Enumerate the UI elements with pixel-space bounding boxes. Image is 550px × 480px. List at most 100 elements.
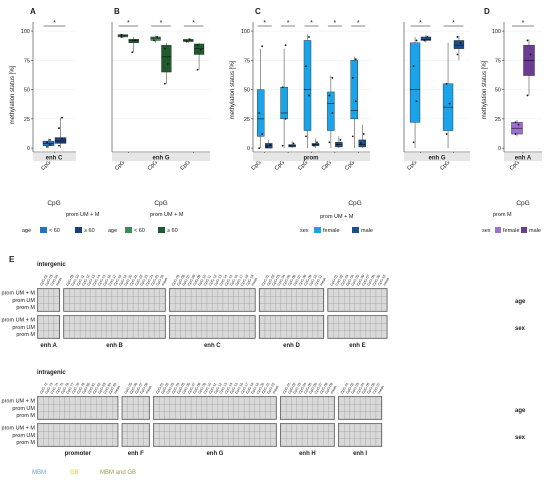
heatmap-cell: [280, 404, 287, 412]
heatmap-cell: [196, 438, 202, 447]
heatmap-cell: [69, 404, 76, 412]
panel-b-xlabel: CpG: [154, 200, 167, 207]
heatmap-cell: [132, 404, 139, 412]
heatmap-cell: [190, 330, 197, 339]
legend-a-label: age: [22, 228, 31, 234]
heatmap-cell: [238, 296, 245, 304]
heatmap-cell: [365, 323, 371, 331]
heatmap-cell: [106, 404, 113, 412]
legend-b-name: < 60: [134, 228, 145, 234]
heatmap-cell: [59, 438, 65, 447]
heatmap-cell: [74, 438, 81, 447]
heatmap-cell: [301, 303, 308, 312]
heatmap-cell: [37, 303, 44, 312]
data-point: [266, 146, 269, 148]
heatmap-cell: [243, 303, 250, 312]
heatmap-cell: [96, 438, 102, 447]
heatmap-cell: [375, 296, 382, 304]
heatmap-cell: [270, 323, 276, 331]
heatmap-col-label: CpG 11: [203, 274, 212, 286]
heatmap-cell: [381, 288, 387, 297]
heatmap-cell: [132, 315, 139, 324]
heatmap-cell: [64, 438, 70, 447]
heatmap-cell: [286, 315, 292, 324]
row-label: prom UM: [12, 325, 35, 331]
heatmap-cell: [375, 288, 382, 297]
heatmap-cell: [74, 431, 81, 439]
heatmap-cell: [349, 431, 355, 439]
heatmap-col-label: CpG 18: [240, 274, 250, 286]
intragenic-label: intragenic: [37, 370, 66, 376]
panel-a-letter: A: [30, 7, 36, 16]
heatmap-cell: [201, 396, 208, 405]
heatmap-cell: [127, 431, 134, 439]
panel-b-region: enh G: [152, 156, 169, 162]
heatmap-cell: [127, 423, 134, 432]
heatmap-cell: [37, 296, 44, 304]
heatmap-cell: [175, 303, 181, 312]
heatmap-cell: [159, 431, 165, 439]
heatmap-col-label: CpG 73: [44, 382, 54, 394]
heatmap-cell: [90, 411, 97, 420]
heatmap-frame: [258, 288, 325, 312]
heatmap-cell: [317, 330, 324, 339]
heatmap-cell: [148, 303, 155, 312]
heatmap-cell: [291, 288, 297, 297]
heatmap-col-label: CpG 14: [92, 274, 102, 286]
heatmap-cell: [217, 438, 224, 447]
heatmap-cell: [37, 288, 44, 297]
legend-b-swatch: [158, 227, 165, 233]
heatmap-cell: [180, 296, 186, 304]
panel-c-letter: C: [255, 7, 261, 16]
region-label: promoter: [65, 451, 92, 457]
heat-legend-label: MBM and GB: [100, 470, 136, 476]
heatmap-cell: [249, 315, 255, 324]
heatmap-cell: [307, 303, 313, 312]
heatmap-cell: [354, 303, 361, 312]
heatmap-cell: [101, 438, 108, 447]
heatmap-cell: [301, 296, 308, 304]
heatmap-cell: [190, 404, 197, 412]
data-point: [305, 65, 307, 68]
row-label: prom M: [16, 332, 35, 338]
heatmap-cell: [159, 396, 165, 405]
heatmap-cell: [53, 315, 60, 324]
legend-c-swatch: [314, 227, 321, 233]
heatmap-frame: [327, 315, 388, 339]
heatmap-col-label: CpG 18: [113, 274, 123, 286]
box-female: [409, 42, 421, 123]
heatmap-cell: [185, 396, 192, 405]
heatmap-cell: [196, 411, 202, 420]
data-point: [445, 133, 448, 135]
heatmap-cell: [74, 303, 81, 312]
heatmap-cell: [312, 288, 319, 297]
heatmap-cell: [159, 303, 166, 312]
data-point: [412, 141, 415, 144]
heatmap-cell: [270, 411, 277, 420]
heatmap-cell: [375, 438, 382, 447]
heatmap-cell: [101, 323, 107, 331]
heatmap-cell: [365, 396, 371, 405]
heatmap-col-label: CpG 06: [176, 274, 186, 286]
heatmap-cell: [201, 330, 208, 339]
heatmap-cell: [206, 423, 213, 432]
heatmap-cell: [317, 315, 324, 324]
data-point: [164, 82, 166, 85]
heatmap-col-label: CpG 06: [287, 274, 297, 286]
heatmap-cell: [312, 396, 319, 405]
heatmap-cell: [43, 396, 49, 405]
heatmap-cell: [196, 288, 202, 297]
heatmap-col-label: CpG 02: [266, 274, 276, 286]
heatmap-cell: [37, 323, 44, 331]
heatmap-cell: [228, 411, 234, 420]
heatmap-cell: [180, 438, 186, 447]
heatmap-cell: [69, 423, 76, 432]
heatmap-frame: [37, 288, 61, 312]
heatmap-cell: [238, 438, 245, 447]
heatmap-cell: [222, 288, 229, 297]
heatmap-cell: [296, 288, 303, 297]
heatmap-cell: [286, 323, 292, 331]
heatmap-cell: [359, 396, 366, 405]
heatmap-cell: [296, 330, 303, 339]
legend-b-swatch: [125, 227, 132, 233]
